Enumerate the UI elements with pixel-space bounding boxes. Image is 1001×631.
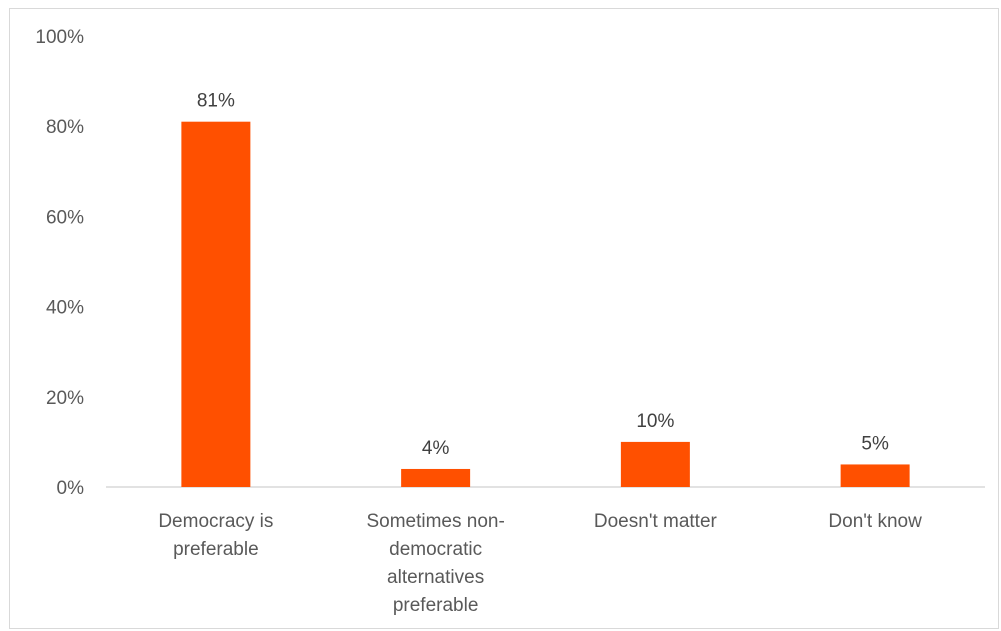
bar-value-label: 81%	[197, 91, 235, 112]
y-tick-label: 80%	[46, 117, 84, 138]
y-tick-label: 60%	[46, 207, 84, 228]
bar	[181, 121, 251, 487]
y-tick-label: 0%	[57, 478, 85, 499]
bar-value-label: 5%	[861, 433, 889, 454]
chart-frame	[9, 8, 999, 629]
x-category-label: Doesn't matter	[594, 511, 718, 532]
x-category-label: Don't know	[828, 511, 922, 532]
bar-value-label: 4%	[422, 438, 450, 459]
x-category-label: democratic	[389, 539, 482, 560]
x-category-label: Democracy is	[158, 511, 273, 532]
x-category-label: alternatives	[387, 567, 484, 588]
x-category-label: preferable	[393, 595, 479, 616]
y-tick-label: 40%	[46, 298, 84, 319]
y-tick-label: 100%	[35, 27, 84, 48]
bar	[401, 468, 471, 487]
bar-value-label: 10%	[636, 411, 674, 432]
bar	[840, 464, 910, 487]
y-tick-label: 20%	[46, 388, 84, 409]
x-category-label: preferable	[173, 539, 259, 560]
x-category-label: Sometimes non-	[366, 511, 504, 532]
bar	[620, 441, 690, 487]
